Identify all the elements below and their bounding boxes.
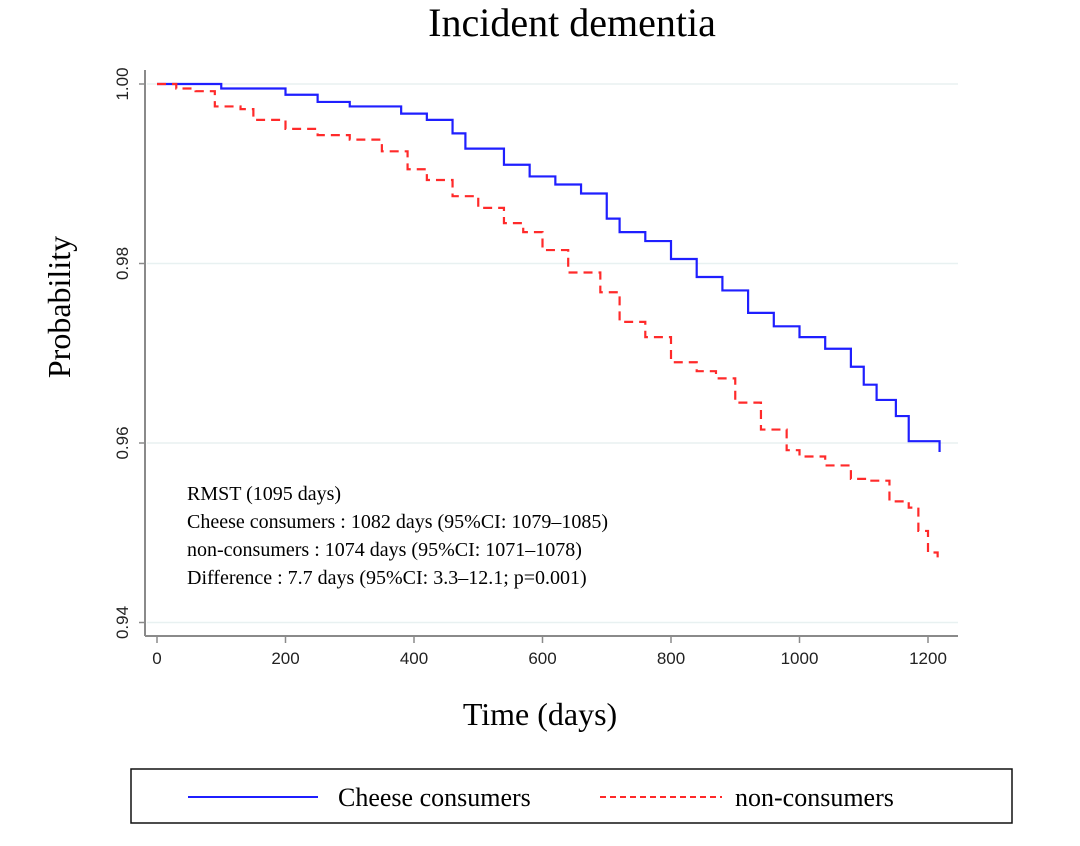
x-tick-label: 200 [271, 649, 299, 668]
annotation-cheese-consumers: Cheese consumers : 1082 days (95%CI: 107… [187, 511, 608, 533]
x-tick-label: 400 [400, 649, 428, 668]
annotation-rmst: RMST (1095 days) [187, 483, 341, 505]
y-tick-label: 0.98 [113, 247, 132, 280]
legend-label-non-consumers: non-consumers [735, 783, 894, 812]
x-tick-label: 800 [657, 649, 685, 668]
y-tick-label: 0.96 [113, 426, 132, 459]
y-tick-label: 0.94 [113, 606, 132, 639]
series-line-non-consumers [157, 82, 939, 562]
x-tick-label: 0 [152, 649, 161, 668]
series-layer [157, 82, 941, 562]
plot-background [82, 50, 980, 710]
x-tick-label: 1000 [781, 649, 819, 668]
annotation-difference: Difference : 7.7 days (95%CI: 3.3–12.1; … [187, 567, 587, 589]
x-tick-label: 600 [528, 649, 556, 668]
x-ticks: 0 200 400 600 800 1000 1200 [152, 636, 947, 668]
chart-title: Incident dementia [428, 0, 716, 45]
series-line-cheese-consumers [157, 82, 941, 452]
y-axis-label: Probability [41, 236, 77, 378]
gridlines [147, 83, 958, 624]
annotation-non-consumers: non-consumers : 1074 days (95%CI: 1071–1… [187, 539, 582, 561]
x-axis-label: Time (days) [463, 696, 617, 732]
legend-label-cheese-consumers: Cheese consumers [338, 783, 531, 812]
y-ticks: 0.94 0.96 0.98 1.00 [113, 67, 145, 639]
x-tick-label: 1200 [909, 649, 947, 668]
legend: Cheese consumers non-consumers [130, 768, 1013, 824]
y-tick-label: 1.00 [113, 67, 132, 100]
